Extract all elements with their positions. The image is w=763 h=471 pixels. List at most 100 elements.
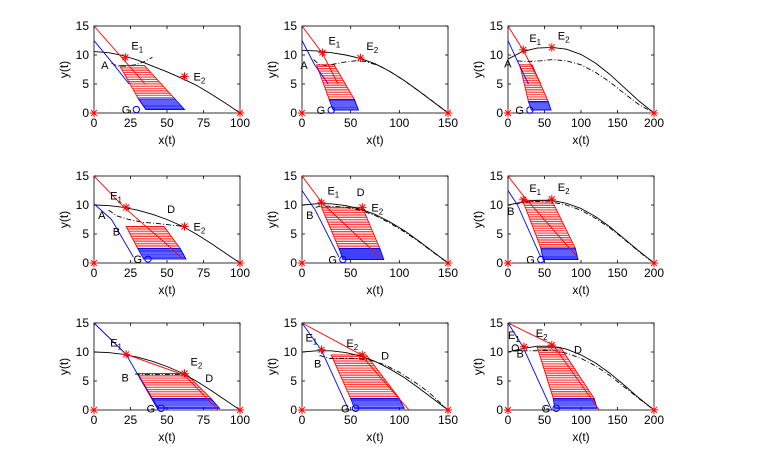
x-tick-label: 100 [230, 266, 250, 280]
point-label-a: A [504, 59, 512, 71]
y-axis-label: y(t) [57, 61, 71, 78]
y-tick-label: 5 [82, 227, 89, 241]
y-tick-label: 0 [496, 256, 503, 270]
series-curve-solid [94, 204, 240, 263]
y-tick-label: 0 [82, 106, 89, 120]
star-marker [180, 369, 189, 378]
chart-panel-1: 0 25 50 75 100 0 5 10 15 x(t) y(t) E1 E2 A G [57, 19, 250, 147]
x-tick-label: 25 [124, 266, 138, 280]
red-hatched-region [320, 206, 381, 249]
blue-hatched-region-outline [350, 397, 405, 409]
star-stroke [298, 109, 306, 117]
circle-marker [339, 255, 347, 264]
chart-panel-9: 0 50 100 150 200 0 5 10 15 x(t) y(t) E1 E2 B D G [471, 316, 664, 444]
series-curve-solid [94, 351, 240, 410]
plot-area [302, 176, 448, 263]
x-axis-label: x(t) [366, 133, 383, 147]
star-stroke [650, 259, 658, 267]
point-label-e2: E2 [346, 338, 358, 352]
y-tick-label: 0 [82, 403, 89, 417]
circle-marker [351, 404, 360, 412]
star-stroke [122, 204, 130, 211]
chart-panel-2: 0 50 100 150 0 5 10 15 x(t) y(t) E1 E2 A G [265, 19, 458, 147]
circle-marker [511, 344, 519, 352]
y-tick-label: 10 [76, 48, 90, 62]
star-stroke [318, 346, 325, 353]
y-tick-label: 0 [82, 256, 89, 270]
series-line-blue [94, 40, 130, 85]
series-curve-solid [302, 49, 448, 113]
star-stroke [650, 406, 658, 414]
x-tick-label: 0 [505, 413, 512, 427]
point-label-e2: E2 [194, 71, 206, 85]
star-stroke [236, 109, 244, 117]
star-marker [121, 203, 131, 212]
circle-marker [327, 106, 335, 114]
star-stroke [548, 341, 556, 349]
chart-panel-6: 0 50 100 150 200 0 5 10 15 x(t) y(t) E1 E2 B G [471, 169, 664, 297]
x-axis-label: x(t) [158, 430, 175, 444]
star-marker [297, 108, 307, 118]
y-tick-label: 15 [490, 316, 504, 330]
star-marker [443, 258, 453, 268]
star-stroke [298, 406, 306, 414]
x-axis-label: x(t) [366, 283, 383, 297]
star-stroke [357, 54, 364, 62]
point-label-d: D [381, 350, 389, 362]
y-tick-label: 15 [76, 169, 90, 183]
star-marker [503, 405, 513, 415]
series-curve-dashdot [108, 209, 185, 227]
y-tick-label: 15 [284, 316, 298, 330]
star-stroke [181, 73, 188, 80]
y-tick-label: 10 [284, 345, 298, 359]
point-label-e1: E1 [529, 183, 541, 197]
point-label-e2: E2 [536, 328, 548, 342]
red-hatched-region [125, 226, 182, 249]
star-marker [297, 405, 307, 415]
point-label-e2: E2 [558, 182, 570, 196]
star-marker [519, 45, 528, 54]
y-tick-label: 10 [490, 198, 504, 212]
point-label-e2: E2 [366, 41, 378, 55]
x-tick-label: 50 [160, 413, 174, 427]
point-label-b: B [507, 206, 514, 218]
blue-hatched-region [137, 248, 187, 260]
y-tick-label: 5 [82, 374, 89, 388]
star-stroke [520, 343, 528, 351]
star-marker [503, 108, 513, 118]
y-tick-label: 15 [490, 19, 504, 33]
plot-area [94, 323, 240, 410]
star-marker [547, 195, 556, 204]
star-marker [356, 53, 365, 63]
star-marker [358, 203, 367, 212]
x-tick-label: 0 [299, 116, 306, 130]
series-curve-solid [508, 345, 654, 410]
series-line-blue [508, 323, 553, 410]
series-line-red [94, 26, 146, 85]
x-tick-label: 150 [607, 266, 627, 280]
y-tick-label: 0 [496, 403, 503, 417]
x-tick-label: 50 [538, 266, 552, 280]
series-curve-solid [302, 350, 448, 410]
y-tick-label: 15 [284, 19, 298, 33]
red-hatched-region [315, 64, 356, 101]
blue-hatched-region-outline [137, 248, 187, 260]
series-curve-dashdot [134, 373, 185, 376]
star-stroke [359, 351, 366, 359]
star-marker [503, 258, 513, 268]
blue-hatched-region-outline [552, 397, 598, 409]
chart-panel-3: 0 50 100 150 200 0 5 10 15 x(t) y(t) E1 E2 A G [471, 19, 664, 147]
point-label-e2: E2 [191, 356, 203, 370]
y-tick-label: 0 [290, 403, 297, 417]
point-label-e1: E1 [305, 333, 317, 347]
point-label-b: B [517, 349, 524, 361]
plot-area [94, 176, 240, 263]
y-tick-label: 5 [496, 374, 503, 388]
point-label-e1: E1 [328, 36, 340, 50]
x-axis-label: x(t) [572, 283, 589, 297]
plot-area [94, 26, 240, 113]
star-stroke [504, 109, 512, 117]
star-marker [89, 405, 99, 415]
blue-hatched-region [137, 98, 186, 110]
circle-marker [132, 105, 141, 114]
